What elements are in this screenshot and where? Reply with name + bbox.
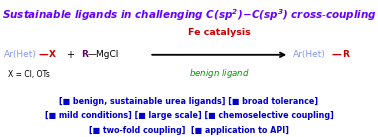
- Text: Fe catalysis: Fe catalysis: [188, 28, 251, 37]
- Text: R: R: [81, 50, 88, 59]
- Text: Ar(Het): Ar(Het): [293, 50, 326, 59]
- Text: X: X: [48, 50, 56, 59]
- Text: —: —: [39, 50, 48, 60]
- Text: [■ two-fold coupling]  [■ application to API]: [■ two-fold coupling] [■ application to …: [89, 126, 289, 135]
- Text: R: R: [342, 50, 349, 59]
- Text: [■ mild conditions] [■ large scale] [■ chemoselective coupling]: [■ mild conditions] [■ large scale] [■ c…: [45, 111, 333, 120]
- Text: —MgCl: —MgCl: [88, 50, 119, 59]
- Text: +: +: [66, 50, 74, 60]
- Text: X = Cl, OTs: X = Cl, OTs: [8, 70, 50, 79]
- Text: $\bfit{Sustainable\ ligands\ in\ challenging\ }$$\bfit{C(sp^{2})\!-\!C(sp^{3})\ : $\bfit{Sustainable\ ligands\ in\ challen…: [2, 7, 376, 23]
- Text: —: —: [332, 50, 342, 60]
- Text: Ar(Het): Ar(Het): [4, 50, 37, 59]
- Text: $\it{benign\ ligand}$: $\it{benign\ ligand}$: [189, 68, 250, 80]
- Text: [■ benign, sustainable urea ligands] [■ broad tolerance]: [■ benign, sustainable urea ligands] [■ …: [59, 97, 319, 106]
